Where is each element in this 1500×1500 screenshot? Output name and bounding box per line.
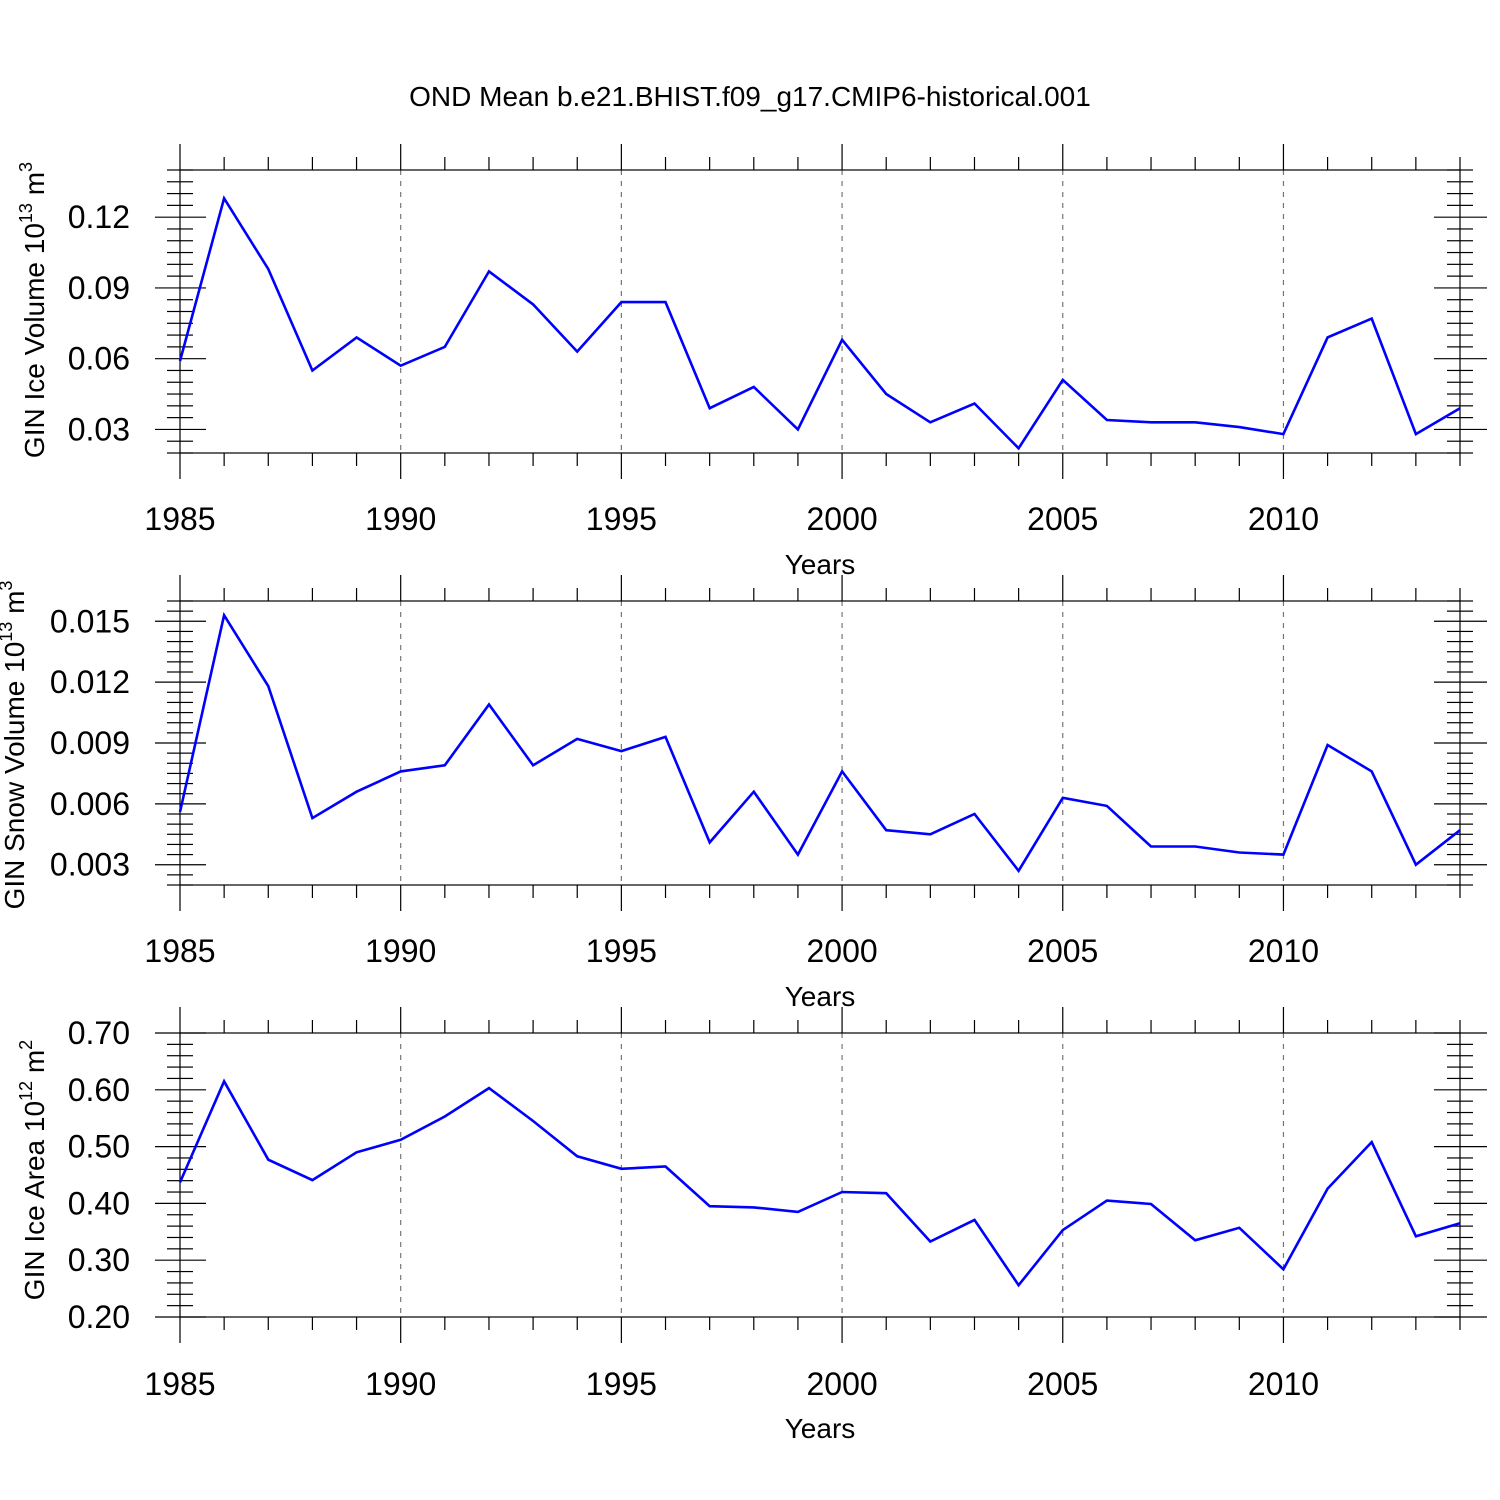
plot-frame — [179, 600, 1461, 886]
x-axis-title: Years — [785, 1413, 856, 1444]
y-tick-label: 0.60 — [68, 1072, 130, 1108]
x-axis-title: Years — [785, 981, 856, 1012]
y-axis-title-superscript: 3 — [16, 162, 36, 172]
y-tick-label: 0.50 — [68, 1129, 130, 1165]
x-tick-label-2000: 2000 — [806, 1366, 877, 1402]
x-tick-label-2000: 2000 — [806, 501, 877, 537]
panel-ice-area: 0.20 0.30 0.40 0.50 0.60 0.70 1985 1990 1995 2000… — [16, 1007, 1487, 1444]
y-tick-label: 0.09 — [68, 270, 130, 306]
y-tick-label: 0.015 — [50, 603, 130, 639]
chart-title: OND Mean b.e21.BHIST.f09_g17.CMIP6-histo… — [409, 81, 1091, 112]
x-tick-label-2000: 2000 — [806, 933, 877, 969]
x-tick-label-2010: 2010 — [1248, 501, 1319, 537]
x-tick-label-1995: 1995 — [586, 1366, 657, 1402]
x-tick-label-2005: 2005 — [1027, 501, 1098, 537]
y-tick-label: 0.70 — [68, 1015, 130, 1051]
plot-frame — [179, 169, 1461, 454]
y-tick-label: 0.03 — [68, 411, 130, 447]
y-tick-label: 0.009 — [50, 725, 130, 761]
y-tick-label: 0.30 — [68, 1242, 130, 1278]
y-axis-title-text: GIN Ice Area 10 — [19, 1101, 50, 1300]
y-axis-title: GIN Snow Volume 1013 m3 — [0, 581, 30, 910]
x-tick-label-1990: 1990 — [365, 501, 436, 537]
x-tick-label-1985: 1985 — [144, 501, 215, 537]
plot-frame — [179, 1032, 1461, 1318]
y-axis-title-text: m — [19, 172, 50, 203]
x-tick-label-2010: 2010 — [1248, 933, 1319, 969]
y-tick-label: 0.40 — [68, 1185, 130, 1221]
x-tick-label-1985: 1985 — [144, 1366, 215, 1402]
series-line — [178, 195, 1461, 451]
y-axis-title-text: GIN Ice Volume 10 — [19, 223, 50, 458]
y-axis-title-text: GIN Snow Volume 10 — [0, 642, 30, 910]
x-tick-label-1990: 1990 — [365, 933, 436, 969]
x-tick-label-1990: 1990 — [365, 1366, 436, 1402]
y-axis-title-text: m — [0, 591, 30, 622]
y-axis-title-superscript: 13 — [16, 203, 36, 223]
panel-ice-volume: 0.03 0.06 0.09 0.12 1985 1990 1995 2000 2005 2010… — [16, 144, 1487, 580]
y-axis-title-superscript: 3 — [0, 581, 16, 591]
y-tick-label: 0.012 — [50, 664, 130, 700]
x-tick-label-2005: 2005 — [1027, 933, 1098, 969]
x-tick-label-2010: 2010 — [1248, 1366, 1319, 1402]
y-axis-title-superscript: 12 — [16, 1081, 36, 1101]
x-tick-label-1995: 1995 — [586, 933, 657, 969]
y-tick-label: 0.20 — [68, 1299, 130, 1335]
x-tick-label-2005: 2005 — [1027, 1366, 1098, 1402]
x-axis-title: Years — [785, 549, 856, 580]
y-axis-title-text: m — [19, 1050, 50, 1081]
x-tick-label-1995: 1995 — [586, 501, 657, 537]
x-tick-label-1985: 1985 — [144, 933, 215, 969]
y-axis-title-superscript: 2 — [16, 1040, 36, 1050]
y-tick-label: 0.003 — [50, 847, 130, 883]
panel-snow-volume: 0.003 0.006 0.009 0.012 0.015 1985 1990 1995 200… — [0, 575, 1487, 1012]
y-tick-label: 0.006 — [50, 786, 130, 822]
series-line — [178, 1078, 1461, 1288]
y-axis-title: GIN Ice Volume 1013 m3 — [16, 162, 50, 458]
y-axis-title: GIN Ice Area 1012 m2 — [16, 1040, 50, 1300]
y-tick-label: 0.06 — [68, 341, 130, 377]
y-axis-title-superscript: 13 — [0, 622, 16, 642]
series-line — [178, 611, 1461, 874]
y-tick-label: 0.12 — [68, 199, 130, 235]
